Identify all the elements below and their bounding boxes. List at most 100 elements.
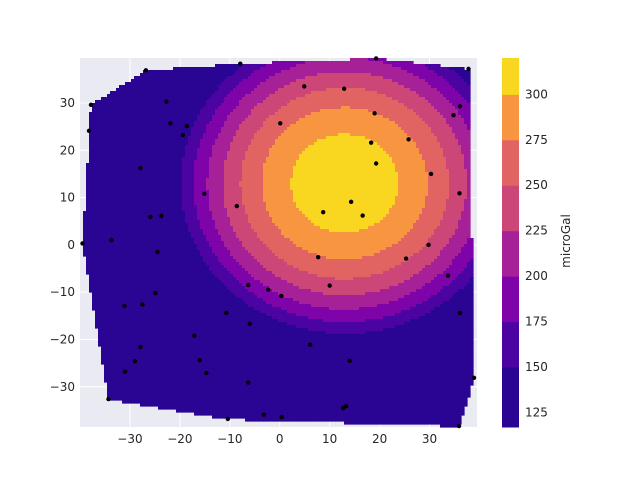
colorbar-tick-label: 125 xyxy=(525,405,548,419)
colorbar: 125 150 175 200 225 250 275 300 xyxy=(502,58,548,428)
data-point xyxy=(456,423,462,429)
data-point xyxy=(225,416,231,422)
data-point xyxy=(403,256,409,261)
data-point xyxy=(197,358,203,363)
data-point xyxy=(88,102,94,108)
data-point xyxy=(302,84,307,89)
colorbar-ticks: 125 150 175 200 225 250 275 300 xyxy=(525,87,548,419)
data-point xyxy=(372,111,377,116)
data-point xyxy=(132,359,138,364)
colorbar-label: microGal xyxy=(559,214,573,268)
y-tick-label: −10 xyxy=(50,285,75,299)
colorbar-band xyxy=(502,367,519,428)
data-point xyxy=(202,191,207,196)
data-point xyxy=(373,56,379,61)
colorbar-tick-label: 200 xyxy=(525,269,548,283)
x-tick-label: −10 xyxy=(217,432,242,446)
x-tick-label: 0 xyxy=(276,432,284,446)
y-tick-label: −30 xyxy=(50,380,75,394)
data-point xyxy=(155,249,160,255)
y-tick-label: 0 xyxy=(67,238,75,252)
colorbar-tick-label: 300 xyxy=(525,87,548,101)
data-point xyxy=(308,342,313,347)
y-tick-label: −20 xyxy=(50,332,75,346)
data-point xyxy=(320,210,326,215)
data-point xyxy=(109,237,114,243)
data-point xyxy=(122,369,128,374)
data-points xyxy=(80,56,477,429)
data-point xyxy=(266,287,271,293)
data-point xyxy=(426,242,431,248)
data-point xyxy=(159,213,164,219)
data-point xyxy=(445,273,451,278)
colorbar-band xyxy=(502,230,519,277)
data-point xyxy=(279,414,284,420)
y-tick-label: 10 xyxy=(60,191,75,205)
data-point xyxy=(164,99,169,104)
colorbar-band xyxy=(502,94,519,141)
data-point xyxy=(86,128,92,134)
data-point xyxy=(148,214,153,220)
x-axis-ticks: −30 −20 −10 0 10 20 30 xyxy=(117,432,437,446)
data-point xyxy=(140,302,145,307)
data-point xyxy=(168,121,173,126)
colorbar-tick-label: 175 xyxy=(525,315,548,329)
colorbar-band xyxy=(502,321,519,368)
data-point xyxy=(360,213,365,218)
data-point xyxy=(457,310,463,316)
filled-contours xyxy=(83,58,474,428)
x-tick-label: 10 xyxy=(322,432,337,446)
colorbar-tick-label: 150 xyxy=(525,360,548,374)
colorbar-tick-label: 275 xyxy=(525,133,548,147)
data-point xyxy=(246,380,251,385)
data-point xyxy=(451,113,456,118)
data-point xyxy=(80,241,85,246)
data-point xyxy=(457,191,462,196)
data-point xyxy=(348,199,354,205)
data-point xyxy=(122,303,127,309)
data-point xyxy=(143,68,149,73)
data-point xyxy=(316,254,321,260)
data-point xyxy=(246,282,251,288)
x-tick-label: −30 xyxy=(117,432,142,446)
y-axis-ticks: −30 −20 −10 0 10 20 30 xyxy=(50,96,75,394)
x-tick-label: 30 xyxy=(422,432,437,446)
y-tick-label: 30 xyxy=(60,96,75,110)
data-point xyxy=(180,132,186,138)
data-point xyxy=(261,412,266,417)
data-point xyxy=(457,104,463,109)
data-point xyxy=(466,66,471,72)
data-point xyxy=(471,375,477,380)
colorbar-band xyxy=(502,185,519,232)
y-tick-label: 20 xyxy=(60,143,75,157)
data-point xyxy=(234,203,240,209)
data-point xyxy=(138,344,143,350)
colorbar-tick-label: 250 xyxy=(525,178,548,192)
x-tick-label: −20 xyxy=(167,432,192,446)
data-point xyxy=(247,321,252,327)
x-tick-label: 20 xyxy=(372,432,387,446)
data-point xyxy=(204,370,209,376)
data-point xyxy=(343,403,349,409)
colorbar-tick-label: 225 xyxy=(525,224,548,238)
data-point xyxy=(327,283,332,288)
data-point xyxy=(153,290,158,296)
data-point xyxy=(347,358,352,363)
data-point xyxy=(138,166,143,171)
data-point xyxy=(106,396,111,402)
data-point xyxy=(373,161,379,166)
data-point xyxy=(428,171,434,177)
data-point xyxy=(184,123,190,129)
colorbar-band xyxy=(502,139,519,186)
data-point xyxy=(368,140,374,145)
data-point xyxy=(238,61,243,66)
data-point xyxy=(278,121,283,126)
data-point xyxy=(279,293,284,299)
colorbar-band xyxy=(502,276,519,323)
data-point xyxy=(224,310,229,316)
data-point xyxy=(341,86,347,91)
data-point xyxy=(192,333,197,338)
colorbar-band xyxy=(502,58,519,95)
data-point xyxy=(406,137,411,142)
